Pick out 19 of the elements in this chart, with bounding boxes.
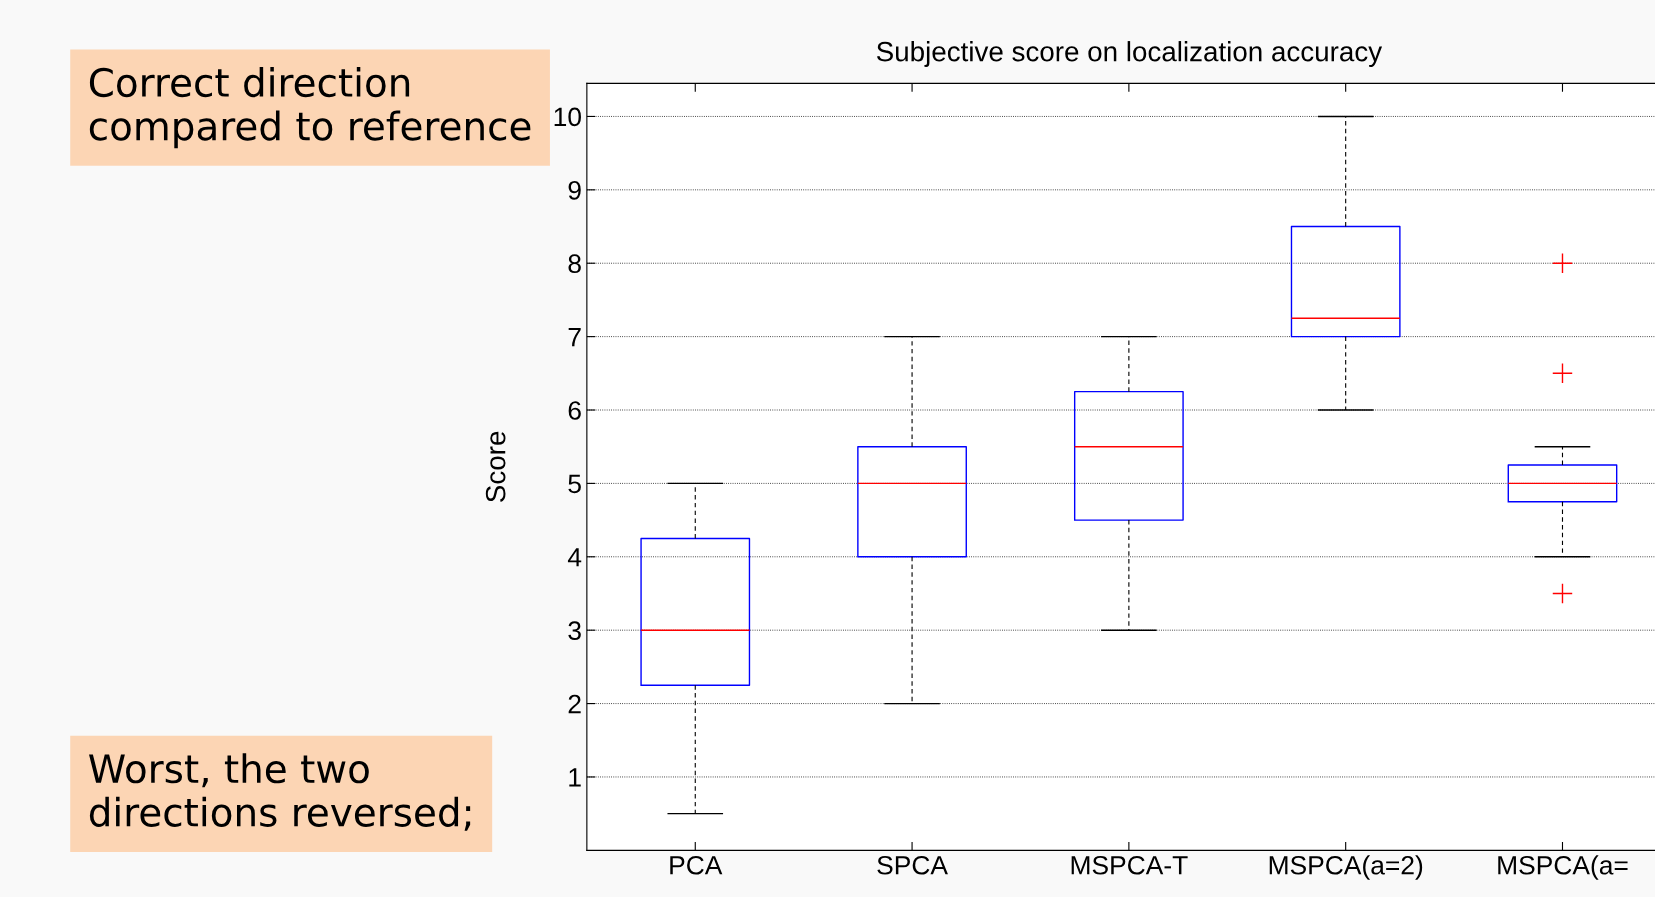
- x-tick-label: MSPCA(a=2): [1269, 855, 1423, 880]
- y-tick-label: 1: [569, 768, 581, 787]
- y-tick-label: 2: [568, 694, 581, 714]
- y-axis-title: Score: [485, 431, 506, 502]
- y-tick-label: 9: [568, 180, 581, 200]
- y-tick-label: 10: [554, 107, 581, 127]
- y-tick-label: 3: [568, 621, 581, 640]
- y-tick-label: 4: [567, 548, 582, 567]
- x-tick-label: SPCA: [877, 855, 948, 875]
- text: Correct direction compared to reference: [89, 67, 531, 149]
- x-tick-label: MSPCA-T: [1071, 855, 1188, 875]
- x-tick-label: MSPCA(a=: [1498, 855, 1628, 880]
- y-tick-label: 5: [568, 474, 581, 494]
- text: Worst, the two directions reversed;: [89, 753, 471, 831]
- y-tick-label: 6: [568, 401, 581, 420]
- chart-title: Subjective score on localization accuracy: [876, 41, 1383, 67]
- y-tick-label: 7: [568, 328, 581, 347]
- x-tick-label: PCA: [670, 855, 723, 875]
- y-tick-label: 8: [568, 254, 581, 274]
